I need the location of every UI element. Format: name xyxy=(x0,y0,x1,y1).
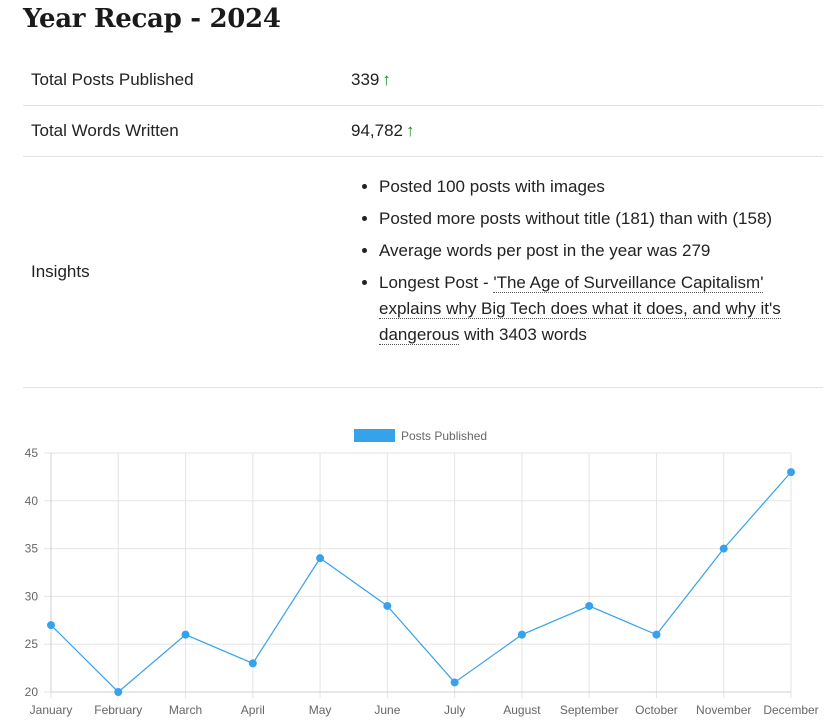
insights-label: Insights xyxy=(23,156,351,388)
longest-post-suffix: with 3403 words xyxy=(459,325,587,344)
stat-value-cell: 94,782 ↑ xyxy=(351,105,823,157)
table-row: Insights Posted 100 posts with images Po… xyxy=(23,156,823,388)
table-row: Total Words Written 94,782 ↑ xyxy=(23,105,823,157)
x-tick-label: March xyxy=(169,703,202,717)
x-tick-label: November xyxy=(696,703,751,717)
x-tick-label: February xyxy=(94,703,142,717)
data-point xyxy=(517,630,526,639)
list-item: Posted more posts without title (181) th… xyxy=(379,206,823,232)
data-point xyxy=(450,678,459,687)
data-point xyxy=(47,621,55,630)
longest-post-prefix: Longest Post - xyxy=(379,273,494,292)
x-tick-label: July xyxy=(444,703,465,717)
posts-line-chart: 20 25 30 35 40 45 January February March April May… xyxy=(25,429,819,717)
stat-label: Total Posts Published xyxy=(23,55,351,106)
legend-label: Posts Published xyxy=(401,429,487,443)
stat-value: 94,782 xyxy=(351,121,403,140)
x-tick-label: June xyxy=(374,703,400,717)
x-tick-label: May xyxy=(309,703,332,717)
x-tick-label: December xyxy=(763,703,818,717)
data-point xyxy=(787,468,795,477)
y-tick-label: 35 xyxy=(25,542,39,556)
list-item: Longest Post - 'The Age of Surveillance … xyxy=(379,270,823,348)
y-tick-label: 30 xyxy=(25,589,39,603)
y-tick-label: 45 xyxy=(25,446,39,460)
longest-post-link[interactable]: 'The Age of Surveillance Capitalism' exp… xyxy=(379,273,781,345)
x-tick-label: August xyxy=(503,703,541,717)
data-point xyxy=(383,601,392,610)
table-row: Total Posts Published 339 ↑ xyxy=(23,55,823,106)
data-point xyxy=(585,601,594,610)
insights-list: Posted 100 posts with images Posted more… xyxy=(351,174,823,370)
list-item: Posted 100 posts with images xyxy=(379,174,823,200)
page-title: Year Recap - 2024 xyxy=(23,4,281,34)
stat-label: Total Words Written xyxy=(23,105,351,157)
y-tick-label: 20 xyxy=(25,685,39,699)
y-tick-label: 40 xyxy=(25,494,39,508)
arrow-up-icon: ↑ xyxy=(382,70,391,89)
x-tick-label: January xyxy=(30,703,73,717)
y-tick-label: 25 xyxy=(25,637,39,651)
stat-value: 339 xyxy=(351,70,380,89)
data-point xyxy=(114,688,123,696)
x-tick-label: October xyxy=(635,703,678,717)
arrow-up-icon: ↑ xyxy=(406,121,415,140)
series-line xyxy=(50,471,792,693)
x-tick-label: April xyxy=(241,703,265,717)
x-tick-label: September xyxy=(560,703,619,717)
legend-swatch xyxy=(354,429,395,442)
list-item: Average words per post in the year was 2… xyxy=(379,238,823,264)
insights-cell: Posted 100 posts with images Posted more… xyxy=(351,156,823,388)
recap-table: Total Posts Published 339 ↑ Total Words W… xyxy=(23,55,823,388)
data-point xyxy=(248,659,257,668)
data-point xyxy=(181,630,190,639)
data-point xyxy=(316,554,325,563)
data-point xyxy=(652,630,661,639)
data-point xyxy=(719,544,728,553)
stat-value-cell: 339 ↑ xyxy=(351,55,823,106)
